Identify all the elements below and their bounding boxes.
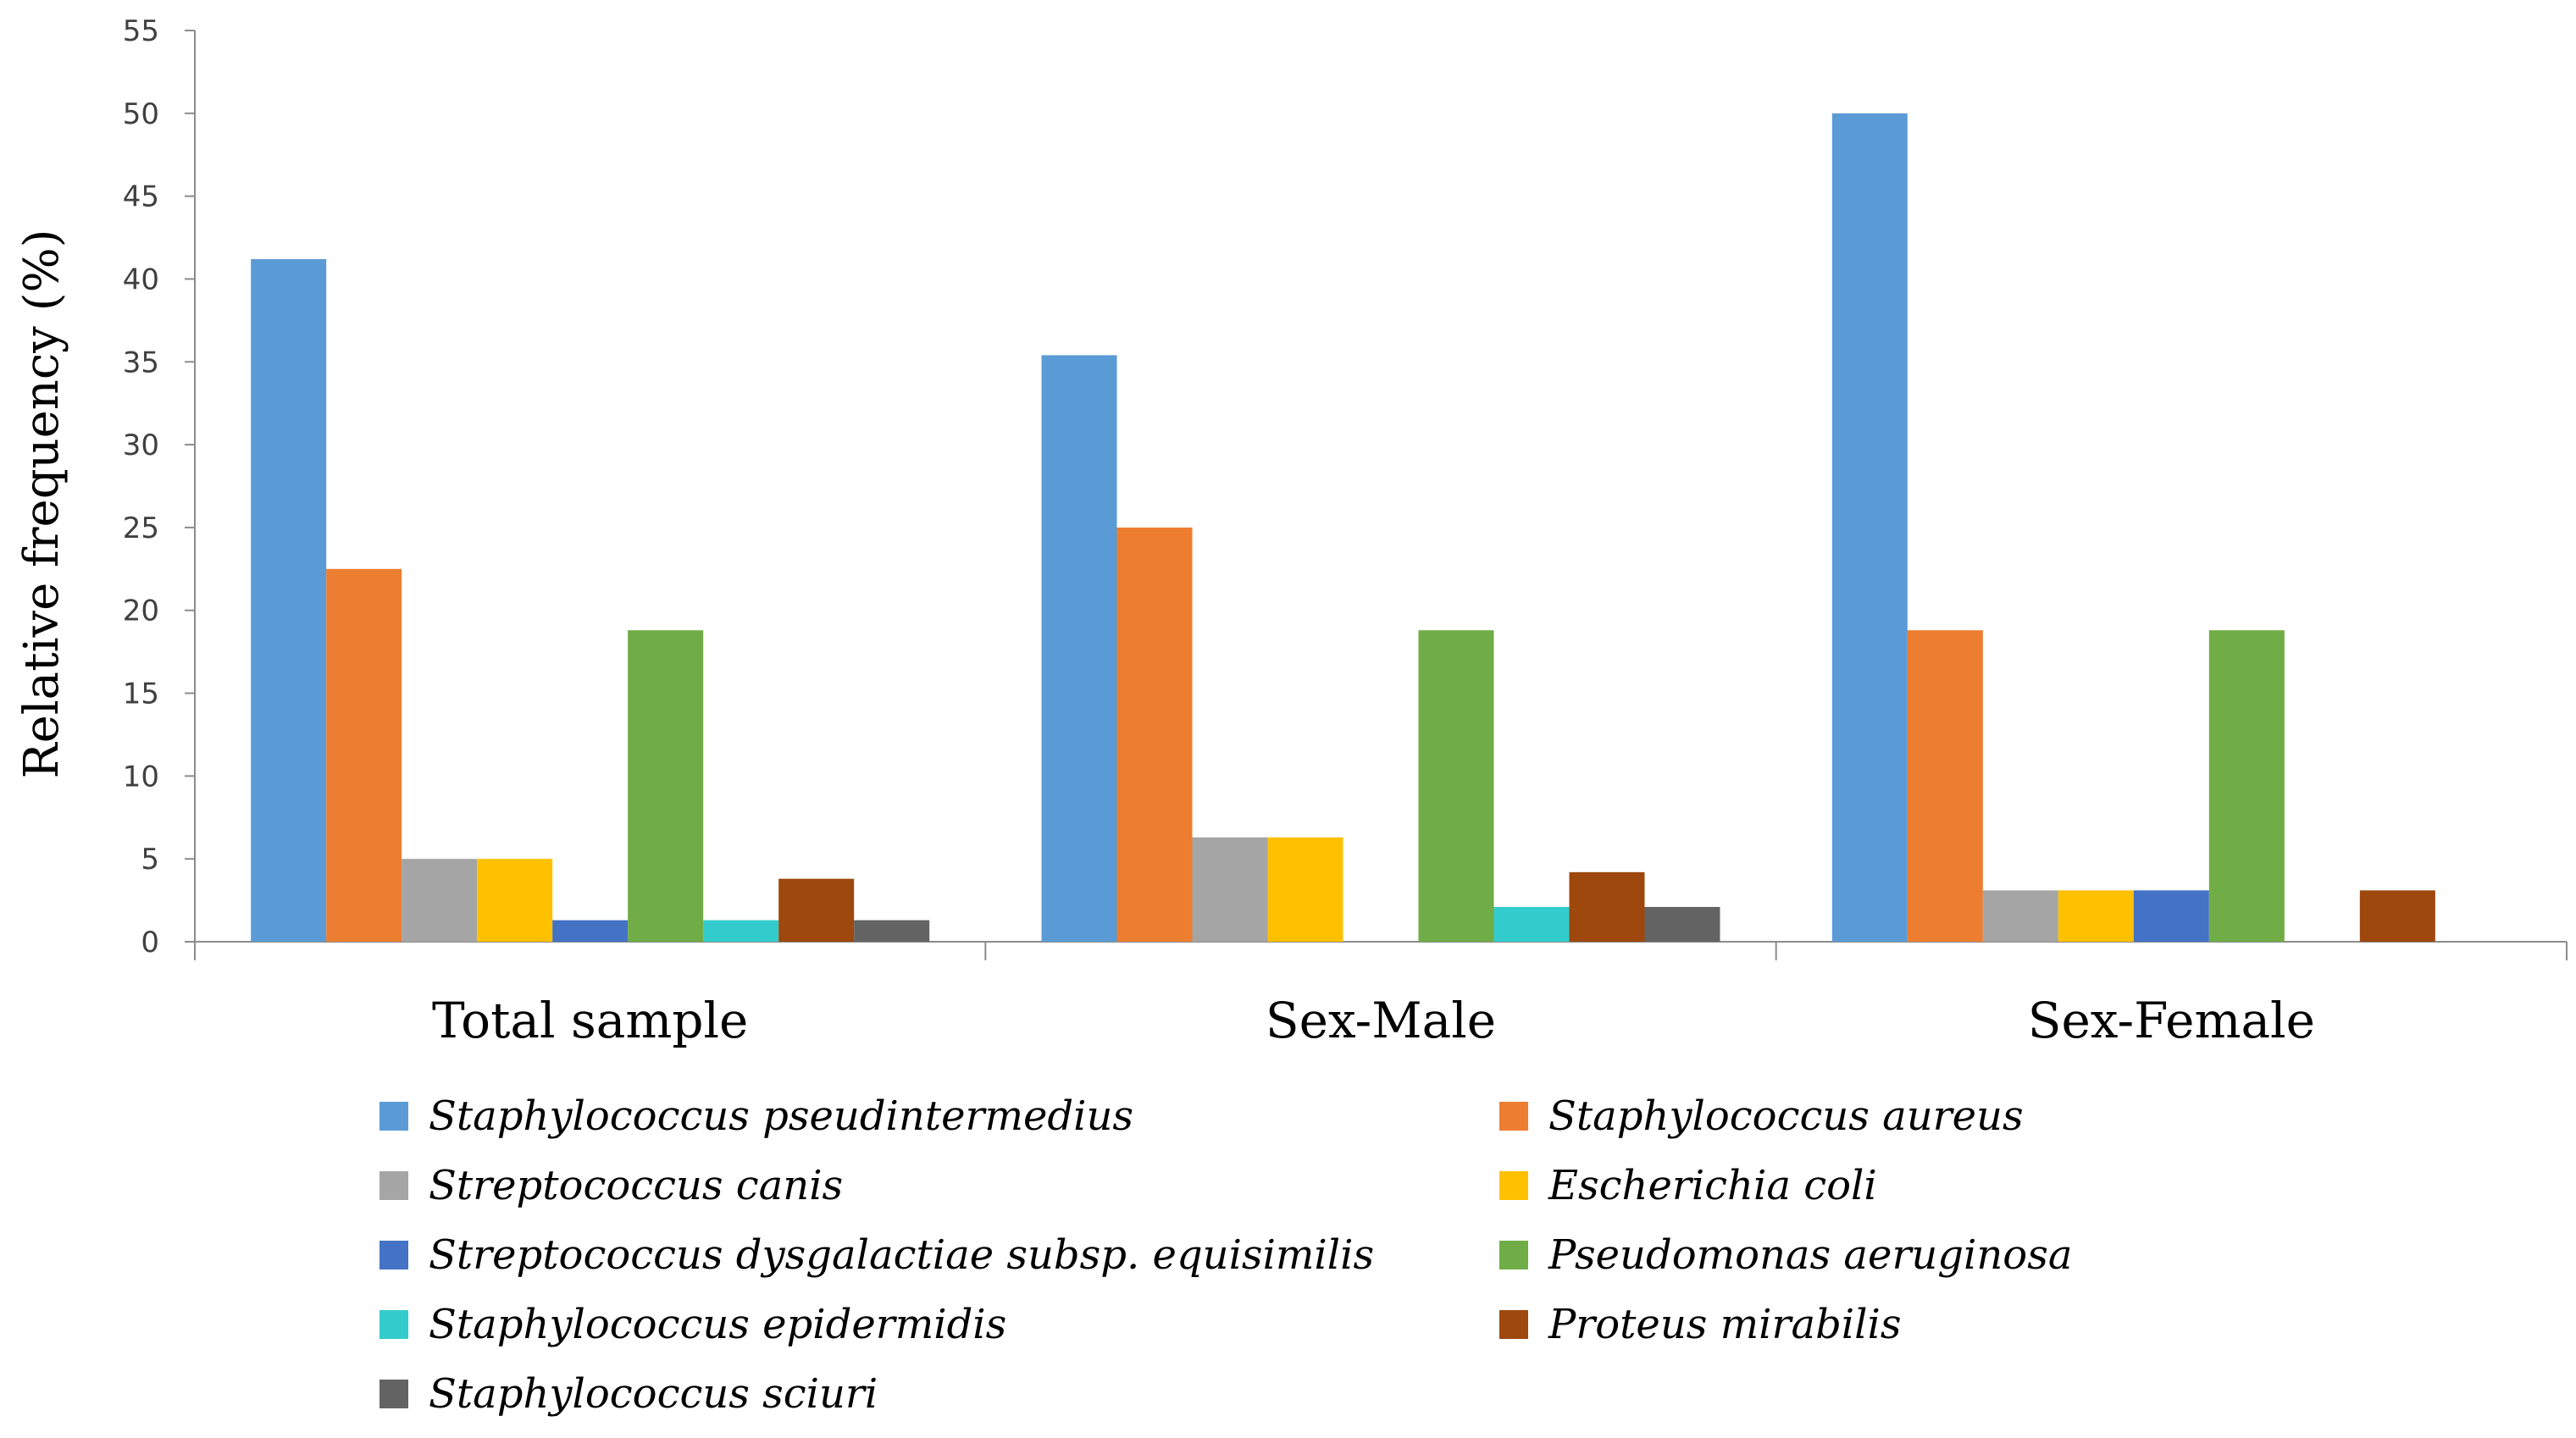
legend-item: Streptococcus canis: [379, 1162, 843, 1209]
y-tick-label: 50: [123, 97, 159, 131]
legend-swatch: [1499, 1310, 1528, 1339]
y-tick-label: 5: [141, 843, 159, 877]
bar: Staphylococcus aureus — Sex-Male: 25: [1116, 527, 1193, 942]
legend-item: Staphylococcus epidermidis: [379, 1301, 1006, 1348]
legend-swatch: [379, 1380, 408, 1408]
legend-label: Proteus mirabilis: [1548, 1301, 1901, 1348]
y-tick-label: 40: [123, 263, 159, 296]
bar: Staphylococcus sciuri — Total sample: 1.…: [854, 920, 930, 942]
y-axis-title: Relative frequency (%): [14, 229, 69, 778]
legend-item: Streptococcus dysgalactiae subsp. equisi…: [379, 1231, 1374, 1279]
bar: Staphylococcus pseudintermedius — Total …: [251, 258, 327, 943]
bar: Staphylococcus epidermidis — Total sampl…: [703, 920, 779, 942]
y-tick-label: 30: [123, 429, 159, 462]
bar: Escherichia coli — Sex-Male: 6.3: [1267, 837, 1343, 942]
legend-item: Proteus mirabilis: [1499, 1301, 1901, 1348]
legend-label: Streptococcus dysgalactiae subsp. equisi…: [429, 1231, 1374, 1279]
legend-label: Staphylococcus sciuri: [429, 1370, 878, 1418]
legend-swatch: [379, 1241, 408, 1269]
legend-swatch: [1499, 1241, 1528, 1269]
bar: Streptococcus dysgalactiae subsp. equisi…: [2133, 890, 2209, 942]
legend-label: Staphylococcus epidermidis: [429, 1301, 1006, 1348]
bar: Escherichia coli — Total sample: 5: [477, 859, 553, 942]
bar: Proteus mirabilis — Sex-Male: 4.2: [1569, 871, 1645, 942]
legend: Staphylococcus pseudintermedius Staphyloc…: [379, 1092, 2072, 1418]
y-tick-label: 0: [141, 926, 159, 960]
bar: Staphylococcus pseudintermedius — Sex-Ma…: [1041, 355, 1117, 942]
legend-swatch: [379, 1102, 408, 1131]
y-tick-label: 20: [123, 595, 159, 628]
legend-label: Pseudomonas aeruginosa: [1548, 1231, 2072, 1279]
legend-item: Staphylococcus sciuri: [379, 1370, 878, 1418]
x-category-label: Sex-Male: [1266, 992, 1496, 1049]
bar: Pseudomonas aeruginosa — Total sample: 1…: [628, 630, 704, 942]
y-tick-label: 10: [123, 760, 159, 794]
bar: Proteus mirabilis — Total sample: 3.8: [778, 878, 855, 942]
y-tick-label: 45: [123, 180, 159, 214]
x-category-label: Total sample: [432, 992, 748, 1049]
y-tick-label: 35: [123, 346, 159, 379]
legend-label: Staphylococcus pseudintermedius: [429, 1092, 1133, 1140]
bar: Pseudomonas aeruginosa — Sex-Female: 18.…: [2208, 630, 2285, 942]
legend-swatch: [1499, 1171, 1528, 1200]
bar: Staphylococcus sciuri — Sex-Male: 2.1: [1644, 906, 1720, 942]
legend-item: Staphylococcus pseudintermedius: [379, 1092, 1133, 1140]
bar: Streptococcus canis — Sex-Male: 6.3: [1192, 837, 1268, 942]
bar: Staphylococcus pseudintermedius — Sex-Fe…: [1831, 113, 1908, 942]
bars: Staphylococcus pseudintermedius — Total …: [251, 113, 2435, 943]
bar: Proteus mirabilis — Sex-Female: 3.1: [2359, 890, 2435, 942]
legend-swatch: [379, 1171, 408, 1200]
bar: Pseudomonas aeruginosa — Sex-Male: 18.8: [1418, 630, 1494, 942]
legend-swatch: [1499, 1102, 1528, 1131]
bar: Streptococcus canis — Total sample: 5: [402, 859, 478, 942]
bar: Streptococcus canis — Sex-Female: 3.1: [1982, 890, 2058, 942]
x-axis: Total sample Sex-Male Sex-Female: [194, 941, 2568, 1049]
y-axis: 0 5 10 15 20 25 30 35 40 45 50 55: [123, 14, 196, 960]
legend-item: Staphylococcus aureus: [1499, 1092, 2024, 1140]
legend-item: Pseudomonas aeruginosa: [1499, 1231, 2072, 1279]
legend-item: Escherichia coli: [1499, 1162, 1877, 1209]
legend-label: Streptococcus canis: [429, 1162, 843, 1209]
y-tick-label: 15: [123, 678, 159, 711]
bar: Staphylococcus epidermidis — Sex-Male: 2…: [1493, 906, 1570, 942]
x-category-label: Sex-Female: [2028, 992, 2315, 1049]
bar: Streptococcus dysgalactiae subsp. equisi…: [552, 920, 629, 942]
legend-label: Staphylococcus aureus: [1548, 1092, 2024, 1140]
bar: Escherichia coli — Sex-Female: 3.1: [2058, 890, 2134, 942]
bar: Staphylococcus aureus — Sex-Female: 18.8: [1907, 630, 1983, 942]
bar: Staphylococcus aureus — Total sample: 22…: [326, 568, 402, 942]
y-tick-label: 55: [123, 14, 159, 48]
legend-label: Escherichia coli: [1548, 1162, 1877, 1209]
y-tick-label: 25: [123, 512, 159, 545]
legend-swatch: [379, 1310, 408, 1339]
